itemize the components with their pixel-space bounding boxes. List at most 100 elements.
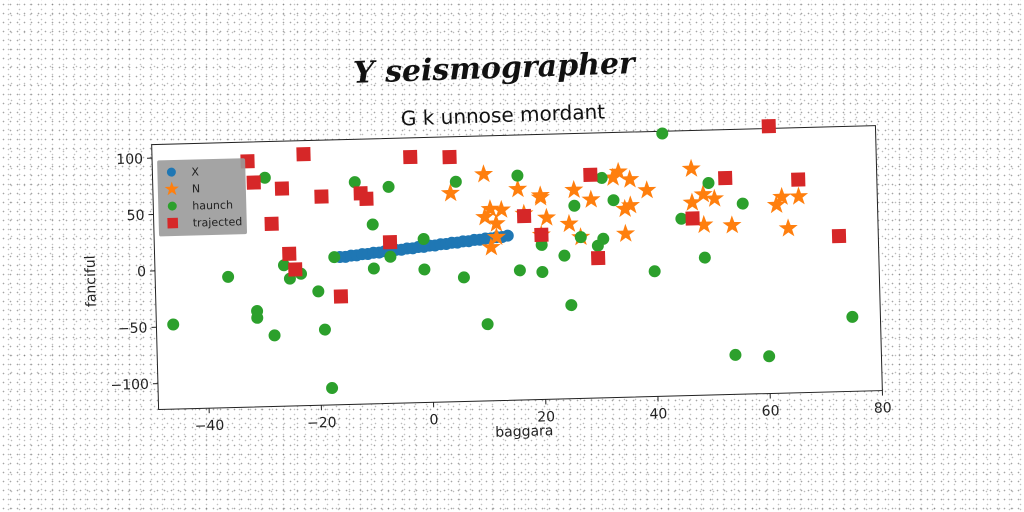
data-point-haunch xyxy=(417,233,430,246)
data-point-n xyxy=(637,180,657,199)
data-point-haunch xyxy=(268,329,281,342)
x-tick-label: 60 xyxy=(761,403,779,419)
data-point-n xyxy=(486,213,506,232)
data-point-n xyxy=(615,223,636,242)
y-tick-label: 100 xyxy=(116,151,143,168)
data-point-trajected xyxy=(359,191,374,206)
data-point-haunch xyxy=(318,323,331,336)
legend-label: trajected xyxy=(193,215,243,229)
x-axis-label: baggara xyxy=(495,423,554,441)
x-tick-label: 80 xyxy=(874,400,892,416)
data-point-n xyxy=(704,188,724,207)
x-tick-label: 0 xyxy=(429,412,438,428)
legend-marker xyxy=(167,217,179,229)
data-point-haunch xyxy=(568,199,581,212)
data-point-n xyxy=(620,169,640,188)
data-point-haunch xyxy=(167,318,180,331)
data-point-haunch xyxy=(729,348,742,361)
x-tick-label: 40 xyxy=(649,406,667,422)
data-point-haunch xyxy=(326,382,339,395)
data-point-trajected xyxy=(314,189,329,204)
data-point-n xyxy=(481,237,501,256)
data-point-trajected xyxy=(718,170,733,186)
data-point-haunch xyxy=(277,259,290,272)
data-point-haunch xyxy=(675,212,688,225)
data-point-haunch xyxy=(384,250,397,263)
data-point-trajected xyxy=(534,227,549,242)
x-tick-label: 20 xyxy=(537,409,555,425)
x-tick-label: −20 xyxy=(307,415,337,432)
data-point-haunch xyxy=(565,299,578,312)
data-point-trajected xyxy=(333,289,349,304)
data-point-n xyxy=(559,213,579,233)
data-point-n xyxy=(581,189,601,208)
data-point-haunch xyxy=(328,251,341,264)
data-point-n xyxy=(508,179,528,198)
data-point-n xyxy=(474,164,494,183)
data-point-n xyxy=(486,227,507,246)
data-point-n xyxy=(693,184,713,203)
y-tick-label: −50 xyxy=(118,320,148,337)
data-point-haunch xyxy=(258,171,271,184)
legend-marker xyxy=(166,167,176,177)
data-point-haunch xyxy=(607,194,620,207)
data-point-n xyxy=(615,198,635,218)
data-point-haunch xyxy=(457,271,470,284)
data-point-trajected xyxy=(274,181,290,196)
data-point-n xyxy=(530,185,550,204)
data-point-haunch xyxy=(511,169,524,182)
data-point-haunch xyxy=(366,218,379,231)
data-point-n xyxy=(608,161,628,181)
data-point-trajected xyxy=(583,167,598,183)
chart-title: G k unnose mordant xyxy=(401,99,606,130)
y-tick-label: 50 xyxy=(126,208,144,224)
data-point-n xyxy=(778,218,798,237)
data-point-n xyxy=(620,195,640,214)
data-point-trajected xyxy=(264,216,279,231)
y-tick-label: −100 xyxy=(110,377,149,394)
legend-box xyxy=(157,158,247,237)
data-point-haunch xyxy=(763,350,776,363)
data-point-trajected xyxy=(246,175,261,190)
data-point-haunch xyxy=(251,311,264,324)
data-point-haunch xyxy=(348,176,361,189)
data-point-trajected xyxy=(761,119,776,134)
data-point-haunch xyxy=(574,231,587,244)
data-point-n xyxy=(766,194,786,214)
data-point-n xyxy=(682,192,702,211)
data-point-trajected xyxy=(590,250,606,266)
data-point-n xyxy=(681,158,701,178)
y-axis: −100 −50 0 50 100 xyxy=(110,151,158,394)
y-tick-label: 0 xyxy=(137,264,146,280)
data-point-n xyxy=(480,199,500,218)
legend-label: X xyxy=(191,165,199,178)
data-point-haunch xyxy=(536,265,549,278)
data-point-trajected xyxy=(442,149,457,165)
data-point-n xyxy=(772,186,792,206)
data-point-haunch xyxy=(367,262,380,275)
y-axis-label: fanciful xyxy=(83,255,100,307)
data-point-haunch xyxy=(513,264,526,277)
data-point-haunch xyxy=(558,249,571,262)
data-point-n xyxy=(537,207,557,226)
data-point-haunch xyxy=(648,265,661,278)
data-point-trajected xyxy=(403,149,418,165)
data-point-haunch xyxy=(481,318,494,331)
data-point-haunch xyxy=(846,310,859,323)
data-point-haunch xyxy=(656,127,669,140)
data-point-n xyxy=(694,214,714,234)
data-point-n xyxy=(603,167,623,186)
legend-marker xyxy=(164,181,179,196)
data-point-trajected xyxy=(516,208,532,224)
data-point-haunch xyxy=(597,232,610,245)
x-axis: −40 −20 0 20 40 60 80 xyxy=(195,390,892,435)
data-point-haunch xyxy=(595,171,608,184)
data-point-haunch xyxy=(702,177,715,190)
x-tick-label: −40 xyxy=(195,418,225,435)
data-point-trajected xyxy=(296,146,311,162)
data-point-trajected xyxy=(685,211,700,226)
legend-marker xyxy=(167,201,177,211)
